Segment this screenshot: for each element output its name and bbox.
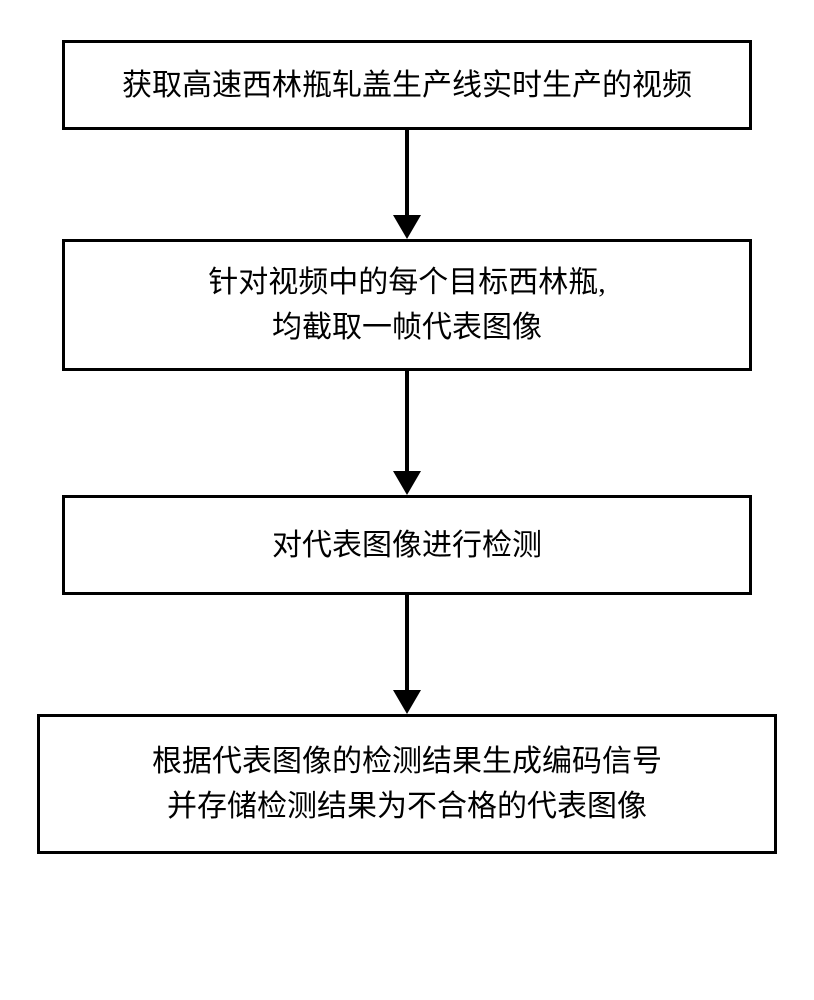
arrow-line [405, 371, 409, 471]
arrow-line [405, 595, 409, 690]
flowchart-step-3: 对代表图像进行检测 [62, 495, 752, 595]
arrow-head-icon [393, 690, 421, 714]
step-text: 对代表图像进行检测 [272, 523, 542, 568]
flowchart-step-4: 根据代表图像的检测结果生成编码信号 并存储检测结果为不合格的代表图像 [37, 714, 777, 854]
flowchart-step-1: 获取高速西林瓶轧盖生产线实时生产的视频 [62, 40, 752, 130]
flowchart-step-2: 针对视频中的每个目标西林瓶, 均截取一帧代表图像 [62, 239, 752, 371]
step-text: 根据代表图像的检测结果生成编码信号 [152, 739, 662, 784]
step-text: 针对视频中的每个目标西林瓶, [208, 260, 606, 305]
flowchart-arrow-3 [393, 595, 421, 714]
step-text: 获取高速西林瓶轧盖生产线实时生产的视频 [122, 63, 692, 108]
arrow-head-icon [393, 215, 421, 239]
flowchart-container: 获取高速西林瓶轧盖生产线实时生产的视频 针对视频中的每个目标西林瓶, 均截取一帧… [0, 40, 814, 854]
flowchart-arrow-2 [393, 371, 421, 495]
step-text: 均截取一帧代表图像 [272, 305, 542, 350]
step-text: 并存储检测结果为不合格的代表图像 [167, 784, 647, 829]
arrow-line [405, 130, 409, 215]
arrow-head-icon [393, 471, 421, 495]
flowchart-arrow-1 [393, 130, 421, 239]
